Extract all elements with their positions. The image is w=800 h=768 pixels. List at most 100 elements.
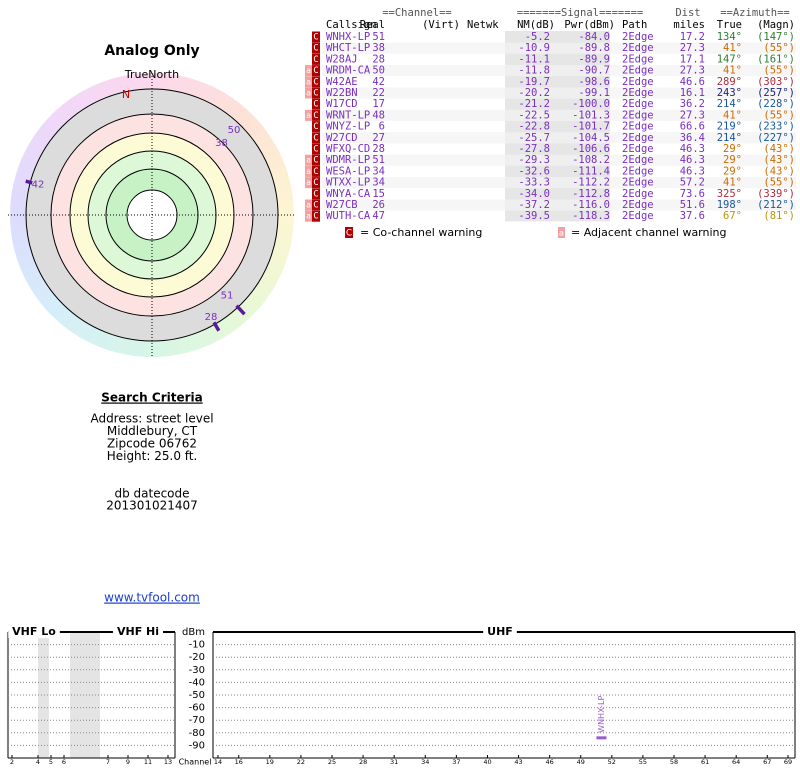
table-cell: 214° [717, 132, 742, 144]
cochannel-icon [312, 53, 320, 65]
table-cell: -98.6 [578, 76, 610, 88]
x-tick-label: 16 [235, 758, 243, 766]
adjacent-icon [305, 87, 312, 99]
cochannel-icon [312, 109, 320, 121]
x-tick-label: 55 [639, 758, 647, 766]
x-tick-label: 61 [701, 758, 709, 766]
x-tick-label: 69 [784, 758, 792, 766]
y-tick-label: -40 [189, 677, 205, 688]
table-cell: 6 [379, 121, 385, 133]
table-cell: -104.5 [572, 132, 610, 144]
y-tick-label: -30 [189, 665, 205, 676]
table-cell: (55°) [763, 177, 795, 189]
north-marker: N [122, 88, 130, 101]
y-tick-label: -70 [189, 715, 205, 726]
cochannel-icon-text: C [313, 44, 318, 54]
table-cell: 29° [723, 165, 742, 177]
table-cell: 2Edge [622, 31, 654, 43]
table-cell: 2Edge [622, 165, 654, 177]
table-cell: 243° [717, 87, 742, 99]
row-bg [322, 109, 796, 121]
table-cell: 41° [723, 42, 742, 54]
table-cell: 41° [723, 65, 742, 77]
north-label: TrueNorth [124, 68, 179, 81]
table-cell: (228°) [757, 98, 795, 110]
cochannel-icon-text: C [313, 55, 318, 65]
db-code: 201301021407 [106, 499, 198, 513]
table-cell: -5.2 [525, 31, 550, 43]
table-cell: (55°) [763, 109, 795, 121]
table-cell: -34.0 [518, 188, 550, 200]
table-cell: (161°) [757, 53, 795, 65]
x-tick-label: 46 [545, 758, 553, 766]
polar-label: 51 [221, 290, 234, 301]
table-cell: 36.4 [680, 132, 705, 144]
x-tick-label: 2 [10, 758, 14, 766]
site-link[interactable]: www.tvfool.com [104, 591, 200, 605]
table-cell: 48 [372, 109, 385, 121]
table-cell: (339°) [757, 188, 795, 200]
table-group-header: ==Channel== [382, 7, 452, 19]
y-tick-label: -90 [189, 740, 205, 751]
y-tick-label: -50 [189, 690, 205, 701]
cochannel-icon [312, 42, 320, 54]
row-bg [322, 154, 796, 166]
adjacent-icon-text: a [306, 212, 311, 221]
row-bg [322, 42, 796, 54]
table-cell: 2Edge [622, 87, 654, 99]
table-cell: W42AE [326, 76, 358, 88]
adjacent-icon-text: a [306, 201, 311, 210]
table-cell: 27 [372, 132, 385, 144]
x-tick-label: 49 [577, 758, 585, 766]
table-cell: (257°) [757, 87, 795, 99]
adjacent-icon [305, 199, 312, 211]
table-cell: 46.6 [680, 76, 705, 88]
adjacent-icon [305, 154, 312, 166]
row-bg [322, 132, 796, 144]
table-cell: WNYA-CA [326, 188, 371, 200]
x-tick-label: 37 [452, 758, 460, 766]
table-cell: W27CD [326, 132, 358, 144]
table-column-header: NM(dB) [517, 19, 555, 31]
y-tick-label: -10 [189, 640, 205, 651]
table-cell: 51 [372, 31, 385, 43]
table-cell: 42 [372, 76, 385, 88]
table-cell: W28AJ [326, 53, 358, 65]
adjacent-icon-text: a [306, 178, 311, 187]
table-cell: 34 [372, 177, 385, 189]
cochannel-icon [312, 121, 320, 133]
table-cell: -25.7 [518, 132, 550, 144]
table-cell: -90.7 [578, 65, 610, 77]
table-cell: 27.3 [680, 109, 705, 121]
table-cell: 29° [723, 154, 742, 166]
table-cell: 2Edge [622, 98, 654, 110]
cochannel-icon-text: C [313, 122, 318, 132]
table-column-header: True [717, 19, 742, 31]
table-cell: 57.2 [680, 177, 705, 189]
adjacent-icon [305, 177, 312, 189]
table-cell: (43°) [763, 143, 795, 155]
cochannel-icon-text: C [313, 66, 318, 76]
adjacent-icon [305, 109, 312, 121]
table-cell: 28 [372, 143, 385, 155]
x-tick-label: 22 [297, 758, 305, 766]
table-cell: 41° [723, 109, 742, 121]
table-cell: 26 [372, 199, 385, 211]
cochannel-icon-text: C [313, 189, 318, 199]
x-tick-label: 14 [214, 758, 222, 766]
table-cell: 51.6 [680, 199, 705, 211]
station-table: ==Channel== =======Signal======= Dist ==Azi… [305, 7, 796, 222]
table-cell: 38 [372, 42, 385, 54]
x-tick-label: 64 [732, 758, 740, 766]
table-cell: -11.8 [518, 65, 550, 77]
table-cell: -108.2 [572, 154, 610, 166]
polar-title: Analog Only [104, 43, 199, 59]
cochannel-icon [312, 65, 320, 77]
table-cell: 51 [372, 154, 385, 166]
table-cell: -20.2 [518, 87, 550, 99]
table-cell: 2Edge [622, 154, 654, 166]
x-tick-label: 52 [608, 758, 616, 766]
y-tick-label: -80 [189, 728, 205, 739]
table-cell: -106.6 [572, 143, 610, 155]
x-tick-label: 31 [390, 758, 398, 766]
